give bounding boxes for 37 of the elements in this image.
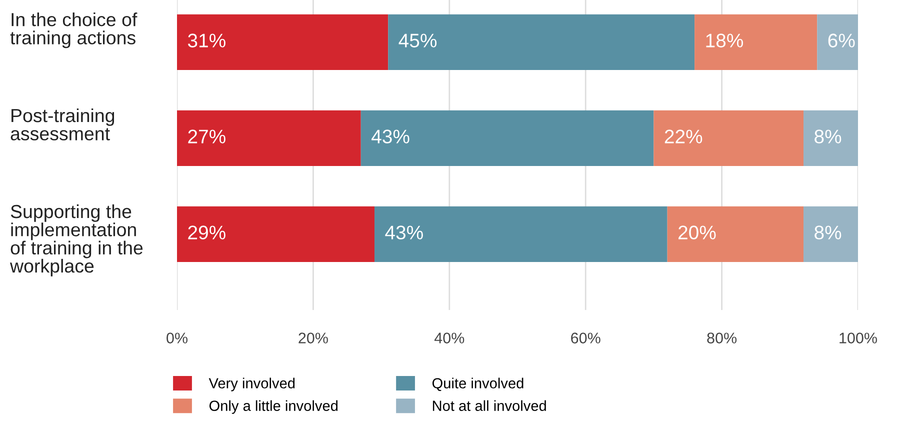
data-label: 22% bbox=[664, 130, 702, 144]
legend-label: Quite involved bbox=[432, 378, 524, 392]
x-tick-label: 0% bbox=[166, 332, 188, 344]
data-label: 29% bbox=[188, 226, 226, 240]
x-tick-label: 40% bbox=[434, 332, 464, 344]
bar bbox=[374, 206, 668, 262]
x-tick-label: 80% bbox=[707, 332, 737, 344]
bar bbox=[667, 206, 804, 262]
legend-label: Not at all involved bbox=[432, 400, 546, 411]
bar bbox=[694, 14, 818, 70]
data-label: 31% bbox=[188, 34, 226, 48]
bar bbox=[654, 110, 804, 166]
bar bbox=[817, 14, 858, 70]
data-label: 45% bbox=[398, 34, 437, 48]
x-tick-label: 20% bbox=[298, 332, 328, 344]
legend-label: Very involved bbox=[208, 378, 295, 392]
y-tick-label: In the choice of training actions bbox=[10, 12, 138, 48]
x-tick-label: 60% bbox=[571, 332, 600, 344]
bar bbox=[177, 14, 388, 70]
data-label: 6% bbox=[828, 34, 855, 48]
bar bbox=[360, 110, 654, 166]
y-tick-label: Supporting the implementation of training in the workplace bbox=[10, 204, 143, 276]
bar bbox=[177, 206, 374, 262]
bar bbox=[804, 110, 858, 166]
data-label: 18% bbox=[706, 34, 743, 48]
y-tick-label: Post-training assessment bbox=[10, 108, 114, 140]
bar bbox=[177, 110, 361, 166]
data-label: 43% bbox=[372, 130, 410, 144]
data-label: 20% bbox=[678, 226, 716, 240]
data-label: 8% bbox=[814, 130, 842, 144]
bar bbox=[804, 206, 858, 262]
legend-label: Only a little involved bbox=[209, 400, 338, 414]
data-label: 8% bbox=[814, 226, 842, 240]
x-tick-label: 100% bbox=[840, 332, 877, 344]
data-label: 27% bbox=[188, 130, 226, 144]
data-label: 43% bbox=[385, 226, 423, 240]
bar bbox=[388, 14, 695, 70]
